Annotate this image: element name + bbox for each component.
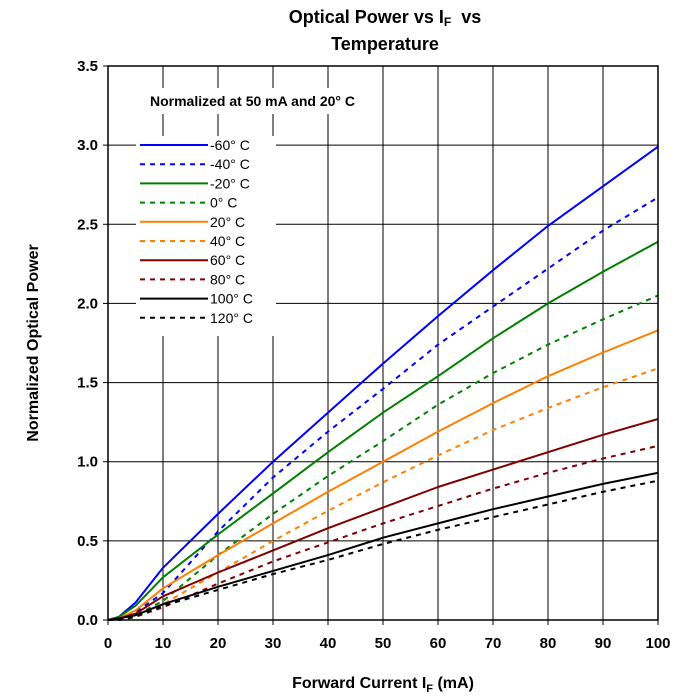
chart-title-line2: Temperature <box>331 34 439 54</box>
x-axis-label-main: Forward Current I <box>292 675 426 692</box>
legend-entry-label: -20° C <box>210 175 250 191</box>
x-tick-label: 30 <box>265 635 282 652</box>
legend-entry-label: 120° C <box>210 310 253 326</box>
chart-title-tail: vs <box>451 7 482 27</box>
annotation-background <box>144 88 356 114</box>
y-tick-label: 2.5 <box>77 216 98 233</box>
series-line-4 <box>107 329 659 621</box>
x-axis-label-subscript: F <box>426 683 433 695</box>
legend-entry-label: 100° C <box>210 291 253 307</box>
series-line-6 <box>107 418 659 621</box>
chart-title-subscript: F <box>443 15 452 29</box>
y-axis-label: Normalized Optical Power <box>25 244 42 441</box>
chart-title-main: Optical Power vs I <box>288 7 444 27</box>
legend-entry-label: -60° C <box>210 137 250 153</box>
series-line-2 <box>107 240 659 621</box>
series-line-1 <box>107 196 659 621</box>
series-line-0 <box>107 145 659 621</box>
series-line-3 <box>107 294 659 621</box>
x-tick-label: 90 <box>595 635 612 652</box>
legend-background <box>136 136 276 336</box>
x-tick-label: 60 <box>430 635 447 652</box>
axis-ticks: 0 10 20 30 40 50 60 70 80 90 100 0.0 0.5 1.0 1.5 2.0 2.5… <box>77 58 670 652</box>
chart-title-line1: Optical Power vs IF vs <box>215 6 555 33</box>
legend-entry-label: -40° C <box>210 156 250 172</box>
x-tick-label: 10 <box>155 635 172 652</box>
legend-entry-label: 20° C <box>210 214 245 230</box>
y-tick-label: 0.0 <box>77 612 98 629</box>
legend-entry-label: 60° C <box>210 252 245 268</box>
y-tick-label: 3.5 <box>77 58 98 75</box>
legend: -60° C -40° C -20° C 0° C 20° C 40° C 60° C 80°… <box>136 136 276 336</box>
legend-entry-label: 80° C <box>210 271 245 287</box>
annotation-text: Normalized at 50 mA and 20° C <box>150 93 355 109</box>
y-tick-label: 2.0 <box>77 295 98 312</box>
series-line-8 <box>107 471 659 621</box>
x-tick-label: 70 <box>485 635 502 652</box>
x-tick-label: 50 <box>375 635 392 652</box>
series-line-5 <box>108 367 659 621</box>
plot-frame <box>107 65 659 621</box>
x-axis-label: Forward Current IF (mA) <box>292 675 474 695</box>
y-tick-label: 3.0 <box>77 137 98 154</box>
x-tick-label: 40 <box>320 635 337 652</box>
series-line-7 <box>108 444 659 621</box>
y-tick-label: 0.5 <box>77 533 98 550</box>
y-tick-label: 1.0 <box>77 454 98 471</box>
legend-entry-label: 0° C <box>210 195 237 211</box>
x-tick-label: 20 <box>210 635 227 652</box>
y-tick-label: 1.5 <box>77 375 98 392</box>
legend-entry-label: 40° C <box>210 233 245 249</box>
x-tick-label: 80 <box>540 635 557 652</box>
chart-title: Optical Power vs IF vs Temperature <box>215 6 555 55</box>
series-lines <box>107 145 659 621</box>
x-tick-label: 0 <box>104 635 112 652</box>
x-tick-label: 100 <box>645 635 670 652</box>
x-axis-label-tail: (mA) <box>433 675 474 692</box>
